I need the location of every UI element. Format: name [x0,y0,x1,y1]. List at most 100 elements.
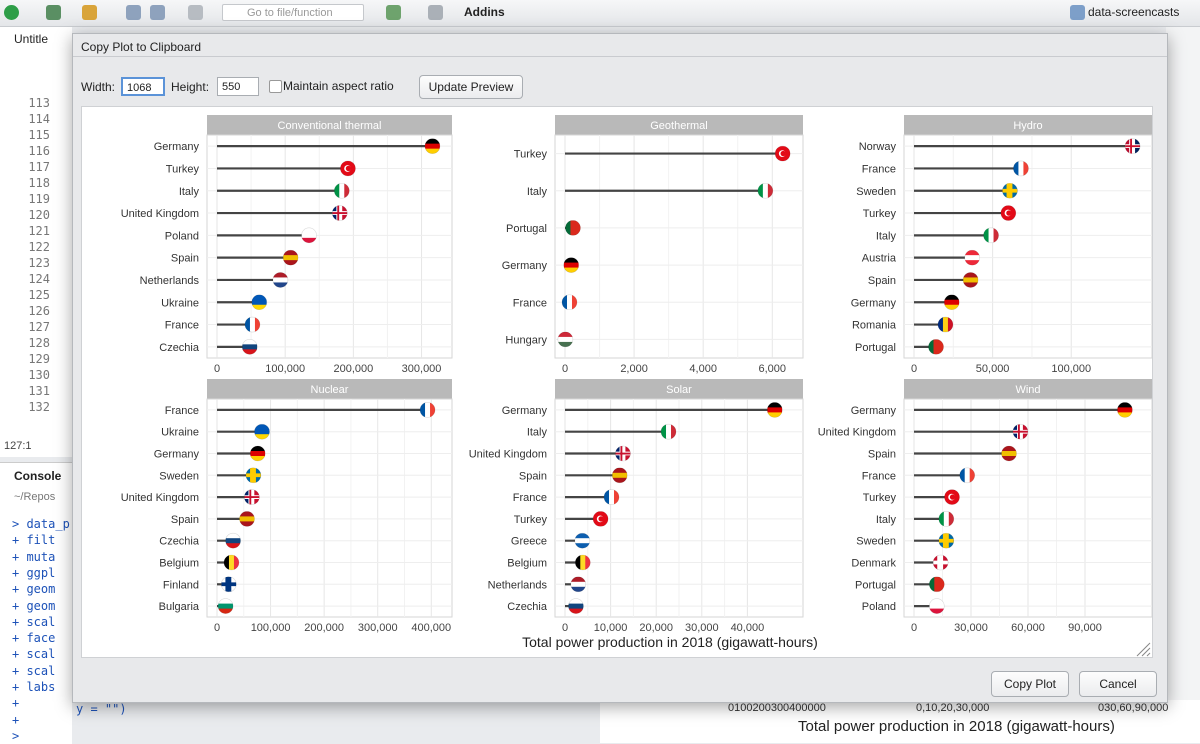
flag-de-icon [424,138,441,154]
editor-tab[interactable]: Untitle [14,32,49,46]
aspect-checkbox[interactable] [269,80,282,93]
category-label: Netherlands [140,275,200,287]
category-label: Spain [171,514,199,526]
category-label: Turkey [863,208,897,220]
category-label: Ukraine [161,427,199,439]
category-label: Denmark [851,558,896,570]
tick-label: 4,000 [689,363,717,375]
grid-icon[interactable] [428,5,443,20]
tick-label: 60,000 [1011,622,1045,634]
copy-plot-button[interactable]: Copy Plot [991,671,1069,697]
line-number: 123 [28,256,50,270]
print-icon[interactable] [188,5,203,20]
flag-pt-icon [928,339,944,355]
line-number: 130 [28,368,50,382]
flag-tr-icon [944,489,960,505]
flag-fr-icon [244,316,261,333]
flag-it-icon [333,182,350,199]
console-line: + scal [12,647,56,662]
resize-grip-icon[interactable] [1133,639,1151,657]
go-to-file-input[interactable]: Go to file/function [222,4,364,21]
category-label: France [513,297,547,309]
git-icon[interactable] [386,5,401,20]
flag-tr-icon [592,511,609,527]
cursor-position: 127:1 [4,440,32,452]
open-folder-icon[interactable] [82,5,97,20]
category-label: Portugal [855,579,896,591]
save-icon[interactable] [126,5,141,20]
aspect-label: Maintain aspect ratio [283,79,394,93]
flag-es-icon [1001,445,1017,462]
tick-label: 400,000 [411,622,451,634]
category-label: Spain [868,275,896,287]
line-number: 124 [28,272,50,286]
category-label: Turkey [166,163,200,175]
facet-solar: Solar 0 10,000 20,000 30,000 40,000 Germany Ita… [469,379,804,634]
category-label: France [513,492,547,504]
console-line: + ggpl [12,565,56,580]
category-label: Czechia [507,601,548,613]
console-line: + geom [12,582,56,597]
project-name[interactable]: data-screencasts [1088,5,1180,19]
category-label: Spain [171,253,199,265]
category-label: Germany [851,297,897,309]
category-label: France [862,163,896,175]
category-label: Romania [852,320,897,332]
flag-es-icon [611,467,628,484]
category-label: Belgium [159,558,199,570]
facet-conventional-thermal: Conventional thermal 0 100,000 200,000 300,0… [121,115,453,375]
flag-tr-icon [340,160,356,177]
width-input[interactable]: 1068 [121,77,165,96]
flag-es-icon [239,511,255,527]
update-preview-button[interactable]: Update Preview [419,75,523,99]
editor-pane [0,27,72,457]
category-label: Netherlands [488,579,548,591]
console-line: + geom [12,598,56,613]
facet-geothermal: Geothermal 0 2,000 4,000 6,000 Turkey Italy Por… [502,115,804,375]
tick-label: 0 [562,622,568,634]
bg-x-axis-label: Total power production in 2018 (gigawatt… [798,718,1115,735]
flag-gb-icon [331,205,348,221]
category-label: Norway [859,141,897,153]
category-label: Italy [876,230,897,242]
cancel-button[interactable]: Cancel [1079,671,1157,697]
line-number: 122 [28,240,50,254]
tick-label: 0 [911,363,917,375]
flag-gr-icon [574,532,591,549]
tick-label: 30,000 [954,622,988,634]
save-all-icon[interactable] [150,5,165,20]
category-label: United Kingdom [469,449,547,461]
dialog-divider [73,56,1167,57]
flag-de-icon [766,402,783,418]
facet-strip [555,115,803,135]
new-project-icon[interactable] [46,5,61,20]
flag-es-icon [962,272,979,288]
category-label: Sweden [856,536,896,548]
flag-fr-icon [419,402,436,418]
new-file-icon[interactable] [4,5,19,20]
flag-pt-icon [928,576,945,593]
flag-de-icon [249,445,266,462]
line-number: 131 [28,384,50,398]
tick-label: 100,000 [1051,363,1091,375]
category-label: Bulgaria [159,601,200,613]
line-number: 125 [28,288,50,302]
category-label: Spain [519,470,547,482]
faceted-lollipop-chart: Conventional thermal 0 100,000 200,000 300,0… [121,115,1152,650]
flag-fr-icon [959,467,976,484]
facet-wind: Wind 0 30,000 60,000 90,000 Germany United Kin… [818,379,1152,634]
flag-bg-icon [217,598,234,614]
line-number: 128 [28,336,50,350]
tick-label: 40,000 [731,622,765,634]
flag-es-icon [282,249,299,266]
height-input[interactable]: 550 [217,77,259,96]
tick-label: 300,000 [402,363,442,375]
line-number: 129 [28,352,50,366]
facet-title: Conventional thermal [278,120,382,132]
tick-label: 0 [911,622,917,634]
project-icon [1070,5,1085,20]
line-number: 119 [28,192,50,206]
facet-title: Geothermal [650,120,707,132]
addins-menu[interactable]: Addins [464,5,505,19]
flag-dk-icon [932,554,949,571]
